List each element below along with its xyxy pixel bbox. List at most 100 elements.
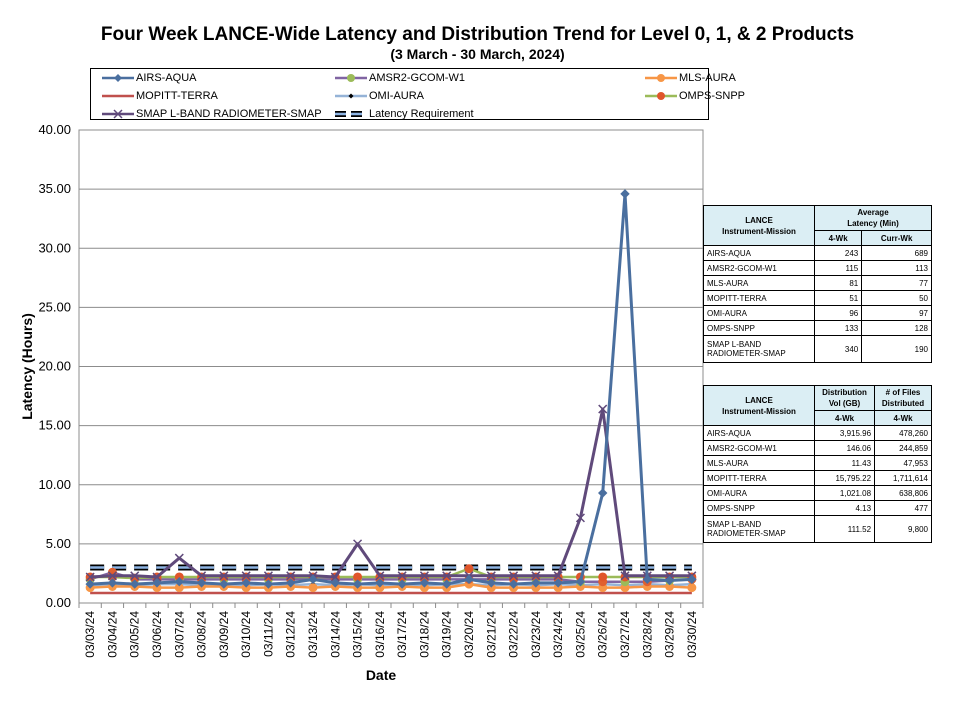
latency-cell-value: 133 [813,320,863,336]
distribution-cell-name: AIRS-AQUA [703,425,815,441]
x-axis-label: Date [366,667,397,683]
legend-swatch [335,111,367,117]
distribution-cell-value: 638,806 [874,485,932,501]
series-line [90,407,692,579]
latency-cell-value: 190 [861,335,932,363]
latency-header-currwk: Curr-Wk [861,230,932,246]
data-point [575,513,585,523]
x-tick-label: 03/20/24 [462,611,476,658]
y-tick-label: 35.00 [38,181,71,196]
data-point [419,578,430,588]
distribution-row: AMSR2-GCOM-W1 146.06 244,859 [703,440,932,456]
chart-legend: AIRS-AQUA AMSR2-GCOM-W1 MLS-AURA MOPITT-TER… [90,68,745,120]
legend-swatch [335,74,367,82]
data-point [397,579,407,589]
distribution-cell-value: 1,711,614 [874,470,932,486]
latency-cell-value: 113 [861,260,932,276]
distribution-row: MLS-AURA 11.43 47,953 [703,455,932,471]
data-point [598,488,608,498]
y-tick-label: 10.00 [38,477,71,492]
latency-cell-name: AIRS-AQUA [703,245,815,261]
data-point [352,579,363,589]
distribution-cell-name: SMAP L-BAND RADIOMETER-SMAP [703,515,815,543]
data-point [553,578,563,588]
latency-table: LANCE Instrument-Mission Average Latency (… [703,205,932,363]
data-point [665,571,675,581]
data-point [241,571,251,581]
x-tick-label: 03/08/24 [195,611,209,658]
data-point [196,578,207,588]
data-point [174,553,184,563]
y-tick-label: 40.00 [38,122,71,137]
data-point [375,578,385,588]
data-point [486,578,496,588]
x-tick-label: 03/16/24 [373,611,387,658]
distribution-cell-value: 1,021.08 [813,485,876,501]
data-point [152,578,162,588]
x-tick-label: 03/12/24 [284,611,298,658]
legend-swatch [102,74,134,82]
series-smap-l-band-radiometer-smap [85,404,697,582]
latency-header-instrument: LANCE Instrument-Mission [703,205,815,246]
data-point [241,578,251,588]
x-tick-label: 03/13/24 [306,611,320,658]
data-point [85,572,95,582]
x-tick-label: 03/06/24 [150,611,164,658]
data-point [286,578,296,588]
data-point [531,571,541,581]
series-airs-aqua [85,189,697,589]
legend-label: MLS-AURA [679,72,736,84]
dist-header-instrument: LANCE Instrument-Mission [703,385,815,426]
legend-label: MOPITT-TERRA [136,90,218,102]
distribution-table: LANCE Instrument-Mission Distribution Vol … [703,385,932,543]
data-point [263,571,273,581]
distribution-cell-value: 478,260 [874,425,932,441]
data-point [308,574,318,585]
data-point [598,404,608,414]
distribution-cell-name: MOPITT-TERRA [703,470,815,486]
distribution-cell-name: MLS-AURA [703,455,815,471]
latency-row: OMPS-SNPP 133 128 [703,320,932,336]
legend-swatch [645,92,677,100]
data-point [330,578,340,588]
data-point [375,571,385,581]
latency-cell-name: AMSR2-GCOM-W1 [703,260,815,276]
latency-row: OMI-AURA 96 97 [703,305,932,321]
dist-header-4wk-vol: 4-Wk [813,410,876,426]
latency-cell-value: 51 [813,290,863,306]
y-tick-label: 30.00 [38,240,71,255]
data-point [486,571,496,581]
x-tick-label: 03/22/24 [507,611,521,658]
x-tick-label: 03/19/24 [440,611,454,658]
data-point [419,571,429,581]
data-point [107,578,118,588]
data-point [464,564,474,574]
data-point [531,578,541,588]
distribution-cell-value: 3,915.96 [813,425,876,441]
distribution-cell-name: AMSR2-GCOM-W1 [703,440,815,456]
distribution-row: AIRS-AQUA 3,915.96 478,260 [703,425,932,441]
data-point [353,539,363,549]
distribution-cell-value: 4.13 [813,500,876,516]
data-point [687,583,697,593]
distribution-cell-value: 244,859 [874,440,932,456]
x-tick-label: 03/17/24 [395,611,409,658]
latency-row: AMSR2-GCOM-W1 115 113 [703,260,932,276]
legend-swatch [102,94,134,98]
data-point [397,571,407,581]
data-point [219,571,229,581]
distribution-cell-value: 477 [874,500,932,516]
data-point [263,579,274,589]
x-tick-label: 03/14/24 [328,611,342,658]
data-point [197,571,207,581]
data-point [642,574,652,585]
data-point [107,571,117,581]
latency-cell-value: 96 [813,305,863,321]
latency-cell-value: 115 [813,260,863,276]
data-point [130,579,140,589]
y-tick-label: 20.00 [38,359,71,374]
data-point [174,577,184,587]
legend-label: AMSR2-GCOM-W1 [369,72,465,84]
data-point [442,579,452,589]
